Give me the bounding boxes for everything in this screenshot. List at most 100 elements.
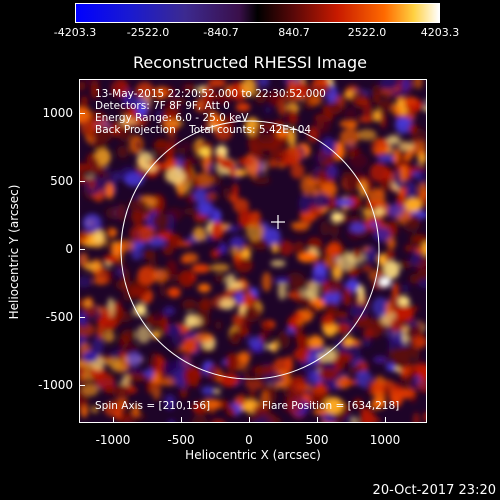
image-texture-blob: [128, 198, 148, 212]
rhessi-image: [80, 80, 426, 422]
image-texture-blob: [235, 102, 251, 112]
image-texture-blob: [154, 86, 168, 100]
image-texture-blob: [155, 110, 163, 120]
image-texture-blob: [162, 244, 174, 256]
image-texture-blob: [289, 110, 299, 125]
image-texture-blob: [191, 264, 211, 273]
x-tick-label: 0: [245, 433, 253, 447]
x-tick-mark: [249, 417, 250, 423]
image-texture-blob: [226, 225, 240, 233]
image-texture-blob: [240, 248, 251, 260]
image-texture-blob: [392, 147, 400, 164]
image-texture-blob: [242, 289, 254, 308]
colorbar-tick-label: -4203.3: [53, 26, 97, 39]
image-texture-blob: [167, 419, 176, 422]
image-texture-blob: [235, 291, 245, 305]
image-texture-blob: [164, 101, 180, 121]
image-texture-blob: [349, 215, 363, 224]
x-tick-mark: [385, 417, 386, 423]
image-texture-blob: [421, 241, 426, 256]
image-texture-blob: [267, 393, 277, 404]
image-texture-blob: [325, 243, 342, 257]
image-texture-blob: [128, 282, 147, 300]
image-texture-blob: [215, 320, 222, 330]
image-texture-blob: [402, 218, 420, 233]
image-texture-blob: [105, 182, 114, 200]
image-texture-blob: [150, 352, 158, 372]
image-texture-blob: [342, 287, 352, 307]
image-texture-blob: [412, 235, 426, 243]
image-texture-blob: [91, 336, 104, 356]
image-texture-blob: [387, 203, 404, 218]
image-texture-blob: [361, 339, 372, 348]
image-texture-blob: [369, 317, 380, 325]
image-texture-blob: [208, 80, 227, 88]
image-texture-blob: [105, 357, 123, 367]
image-texture-blob: [135, 81, 155, 101]
image-texture-blob: [277, 330, 291, 349]
image-texture-blob: [97, 325, 104, 340]
image-texture-blob: [241, 80, 257, 97]
image-texture-blob: [271, 243, 278, 254]
image-texture-blob: [80, 81, 86, 91]
image-texture-blob: [118, 117, 138, 126]
image-texture-blob: [210, 249, 220, 259]
image-texture-blob: [329, 223, 340, 237]
image-texture-blob: [80, 252, 89, 268]
image-texture-blob: [385, 249, 395, 261]
image-texture-blob: [416, 270, 426, 280]
image-texture-blob: [266, 227, 281, 247]
image-texture-blob: [310, 193, 331, 208]
image-texture-blob: [82, 213, 102, 233]
image-texture-blob: [321, 314, 335, 326]
image-texture-blob: [373, 109, 382, 122]
y-tick-mark: [79, 113, 85, 114]
image-texture-blob: [320, 182, 338, 198]
image-texture-blob: [246, 221, 264, 242]
image-texture-blob: [206, 193, 218, 201]
image-texture-blob: [206, 364, 222, 382]
image-texture-blob: [354, 314, 371, 328]
image-texture-blob: [278, 240, 294, 256]
image-texture-blob: [369, 221, 380, 228]
image-texture-blob: [154, 382, 161, 390]
image-texture-blob: [80, 312, 88, 325]
image-texture-blob: [159, 279, 166, 299]
image-texture-blob: [335, 356, 346, 372]
image-texture-blob: [326, 380, 337, 388]
image-texture-blob: [206, 163, 215, 172]
image-texture-blob: [181, 158, 193, 175]
image-texture-blob: [418, 169, 426, 186]
image-texture-blob: [248, 389, 256, 402]
image-texture-blob: [184, 316, 203, 327]
image-texture-blob: [80, 163, 91, 173]
image-texture-blob: [373, 356, 387, 364]
image-texture-blob: [324, 278, 343, 294]
image-texture-blob: [111, 384, 131, 400]
image-texture-blob: [208, 115, 225, 126]
image-texture-blob: [365, 200, 385, 208]
image-texture-blob: [353, 202, 363, 210]
image-texture-blob: [152, 213, 169, 230]
image-texture-blob: [124, 172, 145, 187]
image-texture-blob: [238, 208, 252, 228]
image-texture-blob: [137, 265, 157, 286]
y-tick-mark: [79, 181, 85, 182]
image-texture-blob: [192, 176, 200, 190]
x-tick-mark: [113, 417, 114, 423]
info-line-time: 13-May-2015 22:20:52.000 to 22:30:52.000: [95, 88, 326, 100]
spin-axis-cross: [271, 215, 285, 229]
image-texture-blob: [254, 121, 270, 142]
image-texture-blob: [308, 94, 323, 106]
colorbar-tick-label: -2522.0: [126, 26, 170, 39]
x-axis-label: Heliocentric X (arcsec): [185, 448, 321, 462]
image-texture-blob: [423, 101, 426, 108]
image-texture-blob: [232, 313, 244, 328]
image-texture-blob: [357, 129, 377, 141]
image-texture-blob: [163, 306, 176, 316]
y-tick-mark: [79, 249, 85, 250]
image-texture-blob: [356, 286, 365, 295]
image-texture-blob: [331, 266, 343, 279]
image-texture-blob: [162, 360, 183, 378]
image-texture-blob: [87, 156, 100, 175]
